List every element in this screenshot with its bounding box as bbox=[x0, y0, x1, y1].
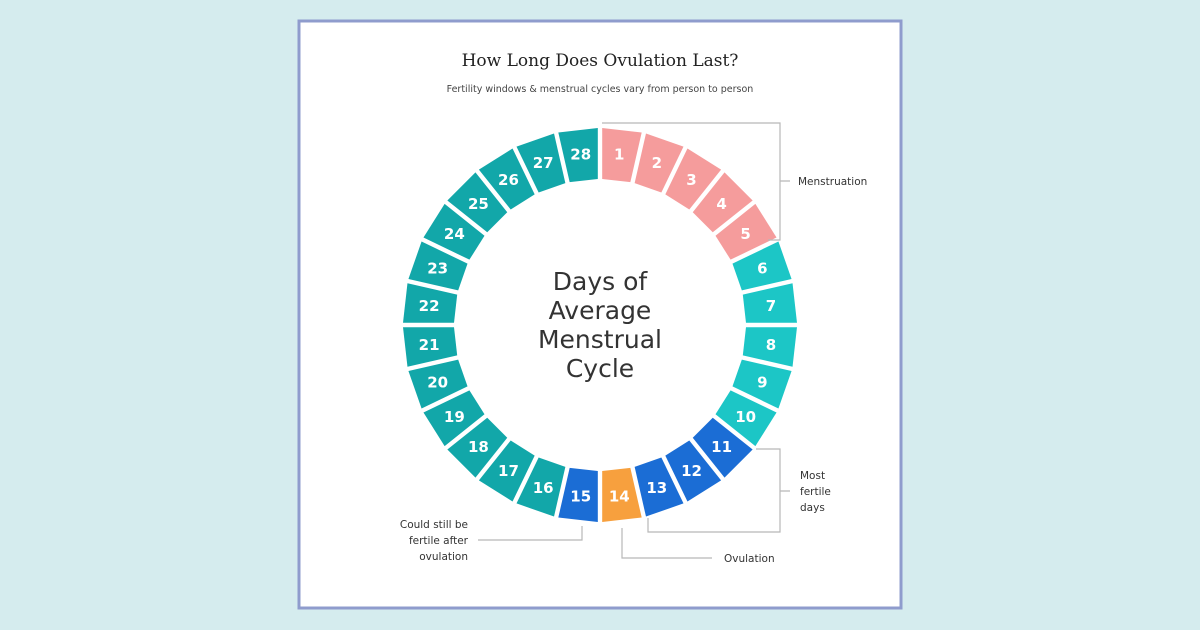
day-segment bbox=[516, 133, 566, 193]
day-label: 10 bbox=[735, 408, 756, 426]
day-label: 17 bbox=[498, 462, 519, 480]
day-segment bbox=[403, 327, 458, 367]
day-label: 4 bbox=[716, 195, 726, 213]
annotation: Menstruation bbox=[798, 176, 867, 188]
day-label: 27 bbox=[533, 154, 554, 172]
day-segment bbox=[558, 128, 598, 183]
day-segment bbox=[602, 128, 642, 183]
center-line: Menstrual bbox=[538, 325, 662, 354]
day-label: 25 bbox=[468, 195, 489, 213]
menstruation-bracket bbox=[602, 122, 790, 241]
annotation: fertile after bbox=[409, 535, 469, 547]
day-label: 21 bbox=[419, 336, 440, 354]
day-label: 2 bbox=[652, 154, 662, 172]
day-segment bbox=[403, 283, 458, 323]
subtitle: Fertility windows & menstrual cycles var… bbox=[447, 84, 754, 95]
day-label: 18 bbox=[468, 438, 489, 456]
day-segment bbox=[634, 133, 684, 193]
day-label: 26 bbox=[498, 171, 519, 189]
day-label: 12 bbox=[681, 462, 702, 480]
cycle-ring: 1 234567891011121314151617181920212223242… bbox=[403, 128, 797, 522]
after-ovulation-line bbox=[478, 526, 583, 541]
day-segment bbox=[665, 440, 722, 502]
day-segment bbox=[715, 203, 777, 260]
day-segment bbox=[715, 390, 777, 447]
day-segment bbox=[742, 283, 797, 323]
title: How Long Does Ovulation Last? bbox=[462, 51, 739, 71]
day-label: 11 bbox=[711, 438, 732, 456]
annotation: Most bbox=[800, 470, 825, 482]
ovulation-line bbox=[621, 528, 712, 559]
day-segment bbox=[516, 457, 566, 517]
center-line: Cycle bbox=[566, 354, 634, 383]
day-label: 6 bbox=[757, 260, 767, 278]
day-segment bbox=[692, 172, 753, 233]
annotation: ovulation bbox=[419, 551, 468, 563]
day-label: 20 bbox=[427, 373, 448, 391]
day-label: 28 bbox=[570, 146, 591, 164]
day-segment bbox=[478, 148, 535, 210]
annotation: days bbox=[800, 502, 825, 514]
day-segment bbox=[423, 390, 485, 447]
day-segment bbox=[478, 440, 535, 502]
day-label: 3 bbox=[686, 171, 696, 189]
day-label: 5 bbox=[740, 225, 750, 243]
day-label: 1 bbox=[614, 146, 624, 164]
day-segment bbox=[634, 457, 684, 517]
day-label: 23 bbox=[427, 260, 448, 278]
day-label: 9 bbox=[757, 373, 767, 391]
day-segment bbox=[558, 467, 598, 522]
day-segment bbox=[408, 241, 468, 291]
day-segment bbox=[742, 327, 797, 367]
day-label: 22 bbox=[419, 297, 440, 315]
day-segment bbox=[447, 172, 508, 233]
annotations: Menstruation Most fertile days Ovulation Coul… bbox=[400, 176, 867, 565]
day-label: 14 bbox=[609, 487, 630, 505]
day-label: 8 bbox=[766, 336, 776, 354]
annotation: Could still be bbox=[400, 519, 468, 531]
annotation: fertile bbox=[800, 486, 831, 498]
day-label: 19 bbox=[444, 408, 465, 426]
day-segment bbox=[692, 417, 753, 478]
day-segment bbox=[602, 467, 642, 522]
fertile-bracket bbox=[647, 448, 790, 533]
card bbox=[297, 19, 903, 610]
day-label: 24 bbox=[444, 225, 465, 243]
day-segment bbox=[732, 359, 792, 409]
day-segment bbox=[447, 417, 508, 478]
day-label: 15 bbox=[570, 487, 591, 505]
day-segment bbox=[665, 148, 722, 210]
day-label: 7 bbox=[766, 297, 776, 315]
day-segment bbox=[423, 203, 485, 260]
day-segment bbox=[408, 359, 468, 409]
center-line: Days of bbox=[553, 267, 649, 296]
day-label: 16 bbox=[533, 479, 554, 497]
day-label: 13 bbox=[646, 479, 667, 497]
day-segment bbox=[732, 241, 792, 291]
center-line: Average bbox=[549, 296, 652, 325]
annotation: Ovulation bbox=[724, 553, 775, 565]
